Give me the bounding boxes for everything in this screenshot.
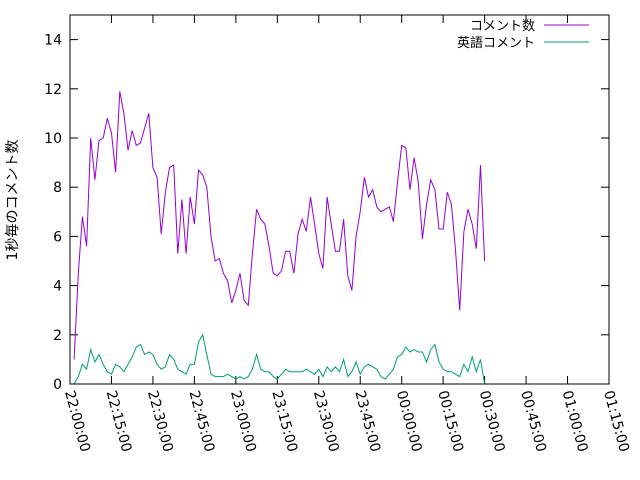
series-line-comments xyxy=(73,91,486,360)
series-line-english-comments xyxy=(73,333,486,385)
y-tick-label: 6 xyxy=(53,229,62,245)
y-tick-label: 12 xyxy=(44,82,62,98)
plot-frame xyxy=(69,14,610,385)
legend-label-english-comments: 英語コメント xyxy=(457,35,535,51)
x-tick-label: 23:45:00 xyxy=(351,389,383,454)
legend-label-comments: コメント数 xyxy=(470,19,535,34)
x-tick-label: 22:30:00 xyxy=(144,389,176,454)
x-tick-label: 23:15:00 xyxy=(268,389,300,454)
x-tick-label: 22:45:00 xyxy=(186,389,218,454)
x-tick-label: 22:00:00 xyxy=(61,389,93,454)
x-tick-label: 22:15:00 xyxy=(103,389,135,454)
y-axis-label: 1秒毎のコメント数 xyxy=(5,140,21,261)
series-lines xyxy=(73,91,486,385)
axis-ticks: 0 2 4 6 8 10 12 14 22:00:00 22:15:00 22:30:00 22:45… xyxy=(44,15,632,454)
x-tick-label: 00:15:00 xyxy=(434,389,466,454)
x-tick-label: 00:30:00 xyxy=(476,389,508,454)
y-tick-label: 0 xyxy=(53,377,62,393)
y-tick-label: 4 xyxy=(53,279,62,295)
x-tick-label: 00:00:00 xyxy=(393,389,425,454)
x-tick-label: 00:45:00 xyxy=(517,389,549,454)
y-tick-label: 8 xyxy=(53,180,62,196)
legend: コメント数 英語コメント xyxy=(457,19,589,51)
y-tick-label: 2 xyxy=(53,328,62,344)
y-tick-label: 14 xyxy=(44,33,62,49)
x-tick-label: 23:00:00 xyxy=(227,389,259,454)
y-tick-label: 10 xyxy=(44,131,62,147)
x-tick-label: 01:15:00 xyxy=(600,389,632,454)
x-tick-label: 23:30:00 xyxy=(310,389,342,454)
x-tick-label: 01:00:00 xyxy=(559,389,591,454)
